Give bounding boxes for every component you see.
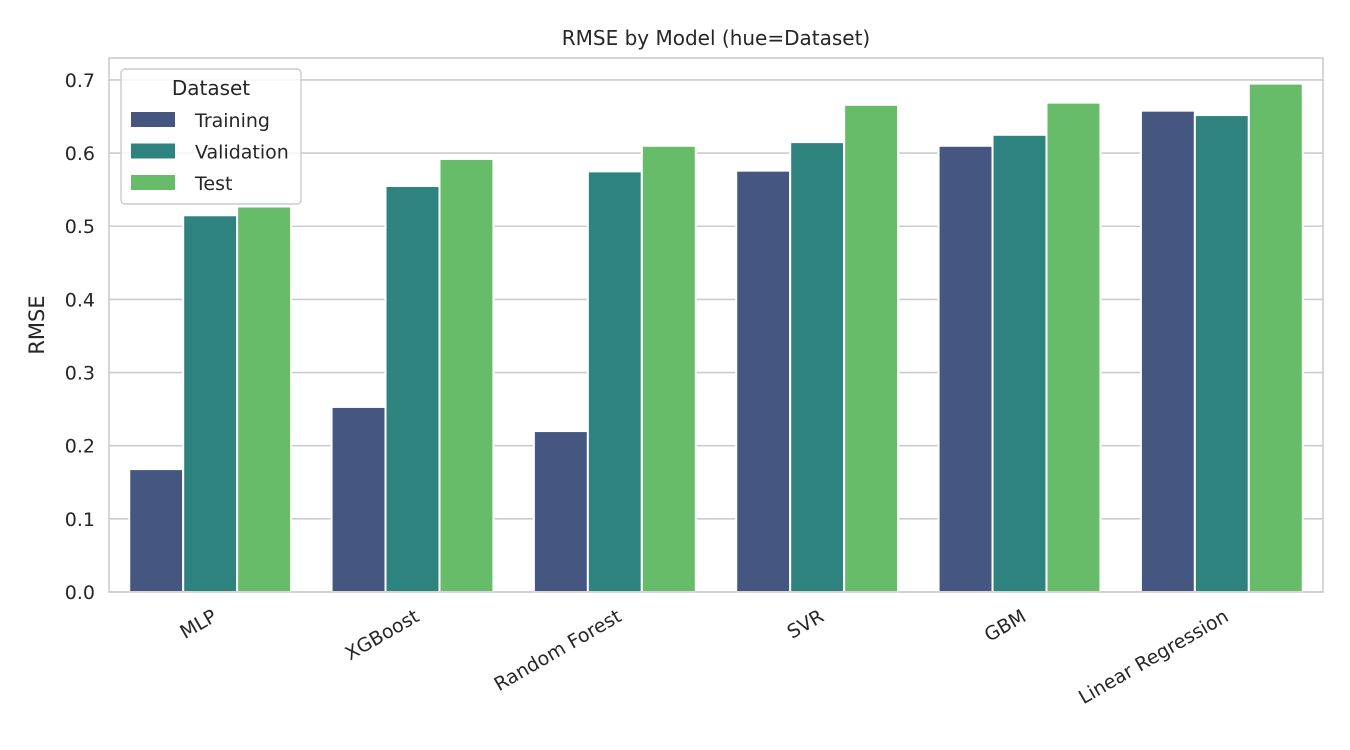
x-tick-label: SVR: [784, 605, 828, 643]
bar-2-2: [640, 144, 697, 593]
chart-title: RMSE by Model (hue=Dataset): [562, 26, 870, 50]
legend-swatch: [131, 175, 175, 190]
bar-2-0: [532, 430, 589, 593]
y-tick-label: 0.4: [65, 289, 95, 311]
legend-label: Test: [194, 173, 232, 195]
x-tick-label: XGBoost: [342, 605, 423, 665]
bar-4-1: [991, 133, 1048, 593]
bar-5-0: [1139, 109, 1196, 594]
y-tick-label: 0.3: [65, 363, 95, 385]
bar-1-0: [330, 405, 387, 593]
legend-label: Training: [194, 110, 270, 132]
x-tick-label: Random Forest: [490, 605, 625, 696]
bar-3-0: [735, 169, 792, 593]
y-tick-label: 0.1: [65, 509, 95, 531]
gridlines: [109, 79, 1323, 593]
legend-title: Dataset: [172, 76, 250, 100]
y-tick-labels: 0.0 0.1 0.2 0.3 0.4 0.5 0.6 0.7: [65, 70, 95, 604]
bar-4-2: [1045, 101, 1102, 593]
x-tick-label: MLP: [176, 605, 220, 643]
legend: Dataset Training Validation Test: [120, 68, 302, 205]
legend-entries: Training Validation Test: [131, 110, 289, 195]
plot-frame: [108, 57, 1324, 593]
bar-4-0: [937, 144, 994, 593]
bar-1-2: [438, 157, 495, 594]
legend-box: [120, 68, 302, 205]
bar-0-1: [182, 214, 239, 593]
x-tick-label: Linear Regression: [1075, 605, 1232, 709]
y-tick-label: 0.5: [65, 216, 95, 238]
bar-3-2: [843, 103, 900, 593]
y-tick-label: 0.6: [65, 143, 95, 165]
bar-3-1: [789, 141, 846, 593]
bar-5-2: [1247, 82, 1304, 593]
y-tick-label: 0.2: [65, 436, 95, 458]
bar-0-2: [236, 205, 293, 594]
y-tick-label: 0.7: [65, 70, 95, 92]
x-tick-labels: MLP XGBoost Random Forest SVR GBM Linear Regr…: [176, 605, 1232, 709]
bar-0-0: [128, 468, 185, 593]
bar-5-1: [1193, 114, 1250, 594]
y-tick-label: 0.0: [65, 582, 95, 604]
bar-2-1: [586, 170, 643, 593]
y-axis-label: RMSE: [25, 295, 49, 354]
legend-swatch: [131, 112, 175, 127]
bars: [128, 82, 1304, 594]
legend-label: Validation: [195, 142, 289, 164]
legend-swatch: [131, 143, 175, 159]
bar-1-1: [384, 185, 441, 593]
x-tick-label: GBM: [981, 605, 1030, 646]
